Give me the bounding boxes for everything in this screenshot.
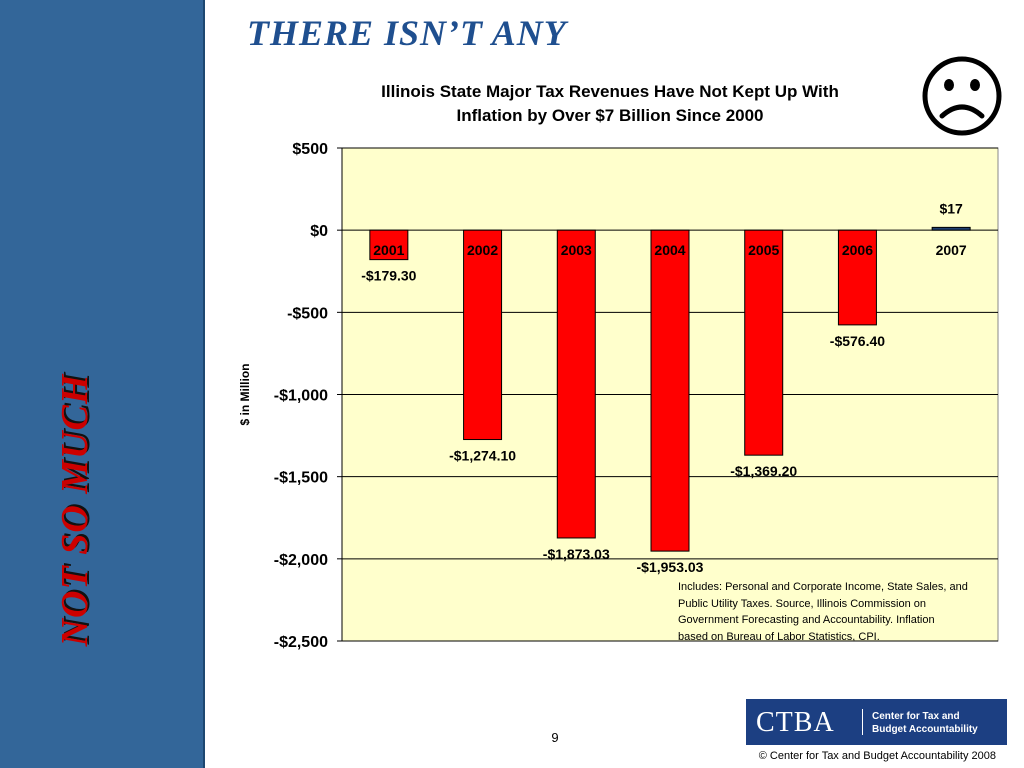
source-note: Includes: Personal and Corporate Income,… <box>678 579 998 645</box>
source-note-line: Public Utility Taxes. Source, Illinois C… <box>678 597 926 610</box>
data-label: -$576.40 <box>830 333 885 349</box>
frowning-face-icon <box>922 56 1002 136</box>
ctba-logo: CTBA Center for Tax and Budget Accountab… <box>746 699 1007 745</box>
logo-name-line-1: Center for Tax and <box>872 711 960 722</box>
bar <box>556 229 596 539</box>
source-note-line: based on Bureau of Labor Statistics, CPI… <box>678 630 880 643</box>
category-label: 2002 <box>467 242 498 258</box>
copyright-footer: © Center for Tax and Budget Accountabili… <box>758 750 996 762</box>
category-label: 2006 <box>842 242 873 258</box>
logo-divider <box>862 709 863 735</box>
data-label: -$179.30 <box>361 268 416 284</box>
logo-mark: CTBA <box>756 707 835 738</box>
y-tick-label: $500 <box>292 141 328 158</box>
bar <box>650 229 690 552</box>
data-label: -$1,953.03 <box>637 559 704 575</box>
data-label: -$1,274.10 <box>449 448 516 464</box>
y-axis-label: $ in Million <box>238 364 252 426</box>
bar <box>744 229 784 456</box>
category-label: 2004 <box>654 242 685 258</box>
chart-title-line-1: Illinois State Major Tax Revenues Have N… <box>381 82 839 101</box>
logo-name: Center for Tax and Budget Accountability <box>872 710 1002 736</box>
sidebar-panel: NOT SO MUCH <box>0 0 205 768</box>
data-label: -$1,369.20 <box>730 463 797 479</box>
bar <box>463 229 503 441</box>
data-label: -$1,873.03 <box>543 546 610 562</box>
logo-name-line-2: Budget Accountability <box>872 724 978 735</box>
source-note-line: Includes: Personal and Corporate Income,… <box>678 581 968 593</box>
source-note-line: Government Forecasting and Accountabilit… <box>678 614 935 626</box>
y-tick-label: -$2,500 <box>274 634 328 651</box>
category-label: 2001 <box>373 242 404 258</box>
page-number: 9 <box>551 730 559 745</box>
bar <box>369 229 409 261</box>
category-label: 2003 <box>561 242 592 258</box>
chart-title-line-2: Inflation by Over $7 Billion Since 2000 <box>456 106 764 125</box>
y-tick-label: -$2,000 <box>274 552 328 569</box>
y-tick-label: -$1,500 <box>274 470 328 487</box>
bar <box>837 229 877 326</box>
y-tick-label: -$1,000 <box>274 388 328 405</box>
y-tick-label: -$500 <box>287 305 328 322</box>
bar <box>931 226 971 231</box>
chart-title: Illinois State Major Tax Revenues Have N… <box>330 80 890 128</box>
category-label: 2007 <box>936 242 967 258</box>
y-tick-label: $0 <box>310 223 328 240</box>
data-label: $17 <box>939 200 963 216</box>
slide-headline: THERE ISN’T ANY <box>247 13 567 53</box>
category-label: 2005 <box>748 242 779 258</box>
